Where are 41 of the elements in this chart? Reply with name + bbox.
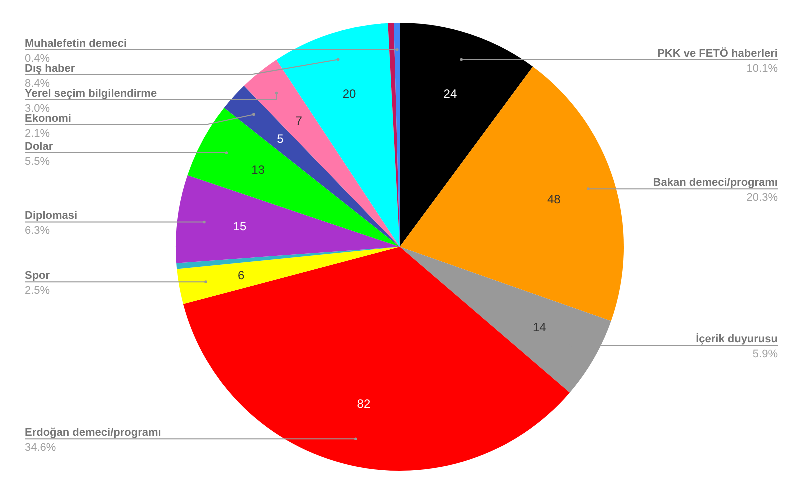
slice-label: Ekonomi — [25, 112, 72, 125]
pie-slice — [400, 23, 534, 247]
data-label: 7 — [296, 114, 303, 128]
pie-slice — [224, 86, 400, 247]
slice-label: Diplomasi — [25, 210, 78, 222]
text: 10.1% — [746, 62, 778, 75]
data-label: 20 — [342, 86, 357, 101]
text: 6.3% — [25, 225, 50, 238]
text: 20.3% — [746, 192, 778, 204]
text: 34.6% — [25, 442, 56, 454]
slice-label: Dış haber — [25, 62, 76, 75]
pie-slice — [177, 247, 400, 304]
slice-label: Erdoğan demeci/programı — [25, 427, 162, 440]
pie-slice — [188, 108, 400, 247]
slice-label: Spor — [25, 270, 51, 282]
data-label: 15 — [233, 220, 247, 234]
slice-label: Dolar — [25, 141, 54, 153]
slice-label: İçerik duyurusu — [696, 332, 778, 346]
data-label: 82 — [357, 397, 371, 412]
data-label: 14 — [532, 320, 547, 335]
pie-slice — [176, 176, 400, 264]
text: 2.1% — [25, 128, 50, 140]
data-label: 6 — [238, 268, 245, 283]
text: 3.0% — [25, 102, 50, 115]
pie-slice — [176, 247, 400, 270]
data-label: 5 — [277, 132, 284, 146]
pie-slice — [400, 66, 624, 322]
text: 5.5% — [25, 156, 50, 168]
slice-label: Yerel seçim bilgilendirme — [25, 88, 158, 100]
text: 0.4% — [25, 52, 50, 65]
pie-slice — [183, 247, 570, 471]
data-label: 24 — [444, 86, 458, 101]
pie-slice — [276, 23, 400, 247]
data-label: 48 — [547, 192, 562, 207]
slice-label: Bakan demeci/programı — [653, 177, 778, 190]
slice-label: Muhalefetin demeci — [25, 38, 128, 50]
text: 8.4% — [25, 78, 50, 90]
data-label: 13 — [252, 163, 266, 178]
text: 5.9% — [752, 348, 778, 361]
text: 2.5% — [25, 285, 50, 298]
slice-label: PKK ve FETÖ haberleri — [658, 46, 778, 60]
